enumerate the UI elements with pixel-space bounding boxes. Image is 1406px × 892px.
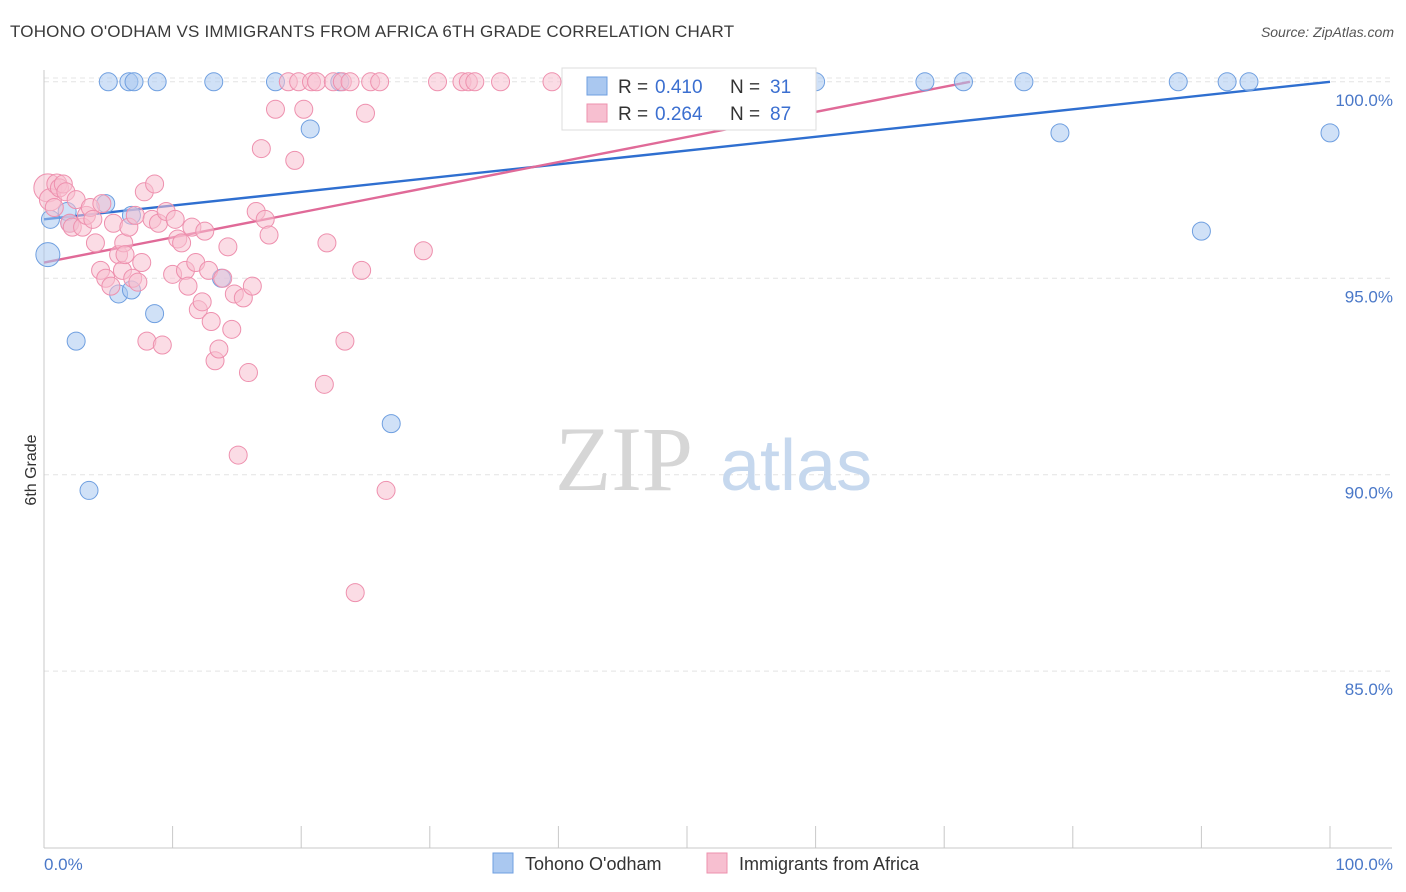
watermark-atlas: atlas	[720, 426, 872, 506]
point-pink	[213, 268, 233, 288]
watermark: ZIP atlas	[555, 408, 872, 510]
point-blue	[1320, 123, 1340, 143]
point-blue	[35, 242, 61, 268]
point-pink	[128, 272, 148, 292]
legend-r-value-1: 0.410	[655, 77, 703, 98]
legend-n-value-2: 87	[770, 104, 791, 125]
point-pink	[294, 99, 314, 119]
series-legend-swatch-pink	[706, 852, 728, 874]
point-pink	[285, 150, 305, 170]
point-blue	[1050, 123, 1070, 143]
y-tick-label: 90.0%	[1345, 484, 1393, 503]
point-pink	[145, 174, 165, 194]
point-pink	[222, 319, 242, 339]
point-blue	[145, 304, 165, 324]
point-pink	[85, 233, 105, 253]
data-points	[33, 72, 1340, 603]
series-legend-label-2: Immigrants from Africa	[739, 854, 920, 874]
point-pink	[428, 72, 448, 92]
point-pink	[352, 260, 372, 280]
point-pink	[345, 583, 365, 603]
point-pink	[115, 245, 135, 265]
point-pink	[125, 205, 145, 225]
legend-swatch-pink	[586, 103, 608, 123]
legend-n-value-1: 31	[770, 77, 791, 98]
point-blue	[147, 72, 167, 92]
legend-n-label-1: N =	[730, 77, 760, 98]
point-blue	[79, 480, 99, 500]
point-blue	[1191, 221, 1211, 241]
point-blue	[915, 72, 935, 92]
y-tick-label: 100.0%	[1335, 91, 1393, 110]
point-blue	[1217, 72, 1237, 92]
tick-labels: 85.0% 90.0% 95.0% 100.0% 0.0% 100.0%	[44, 91, 1393, 874]
point-pink	[44, 198, 64, 218]
point-pink	[356, 103, 375, 123]
x-tick-label-min: 0.0%	[44, 855, 83, 874]
point-pink	[178, 276, 198, 296]
legend-swatch-blue	[586, 76, 608, 96]
point-pink	[238, 363, 258, 383]
point-blue	[66, 331, 86, 351]
point-pink	[335, 331, 355, 351]
point-pink	[192, 292, 212, 312]
point-blue	[124, 72, 144, 92]
point-blue	[953, 72, 973, 92]
point-pink	[542, 72, 562, 92]
y-axis-title: 6th Grade	[23, 434, 40, 505]
point-pink	[370, 72, 390, 92]
point-pink	[265, 99, 285, 119]
point-pink	[307, 72, 327, 92]
point-pink	[92, 194, 112, 214]
point-pink	[201, 311, 221, 331]
point-pink	[132, 253, 152, 273]
source-label: Source: ZipAtlas.com	[1260, 24, 1394, 40]
point-pink	[314, 374, 334, 394]
series-legend: Tohono O'odham Immigrants from Africa	[492, 852, 920, 874]
point-pink	[317, 233, 337, 253]
point-pink	[209, 339, 229, 359]
watermark-zip: ZIP	[555, 408, 693, 510]
point-pink	[465, 72, 485, 92]
point-blue	[204, 72, 224, 92]
point-pink	[251, 139, 271, 159]
legend-r-value-2: 0.264	[655, 104, 703, 125]
chart-title: TOHONO O'ODHAM VS IMMIGRANTS FROM AFRICA…	[10, 22, 735, 41]
point-pink	[152, 335, 172, 355]
point-blue	[1168, 72, 1188, 92]
point-pink	[259, 225, 279, 245]
point-blue	[1239, 72, 1259, 92]
point-pink	[491, 72, 511, 92]
point-pink	[340, 72, 360, 92]
point-blue	[300, 119, 320, 139]
point-blue	[381, 414, 401, 434]
point-blue	[98, 72, 118, 92]
point-blue	[1014, 72, 1034, 92]
point-pink	[228, 445, 248, 465]
legend-n-label-2: N =	[730, 104, 760, 125]
point-pink	[413, 241, 433, 261]
point-pink	[218, 237, 238, 257]
point-pink	[83, 209, 103, 229]
legend-r-label-1: R =	[618, 77, 648, 98]
y-tick-label: 95.0%	[1345, 287, 1393, 306]
trend-line-blue	[43, 80, 1331, 221]
point-pink	[172, 233, 192, 253]
point-pink	[255, 209, 275, 229]
series-legend-label-1: Tohono O'odham	[525, 854, 662, 874]
point-pink	[101, 276, 121, 296]
stats-legend: R = 0.410 N = 31 R = 0.264 N = 87	[561, 67, 817, 131]
legend-r-label-2: R =	[618, 104, 648, 125]
series-legend-swatch-blue	[492, 852, 514, 874]
point-pink	[242, 276, 262, 296]
point-pink	[195, 221, 215, 241]
point-pink	[376, 480, 396, 500]
point-pink	[165, 209, 185, 229]
y-tick-label: 85.0%	[1345, 680, 1393, 699]
x-tick-label-max: 100.0%	[1335, 855, 1393, 874]
